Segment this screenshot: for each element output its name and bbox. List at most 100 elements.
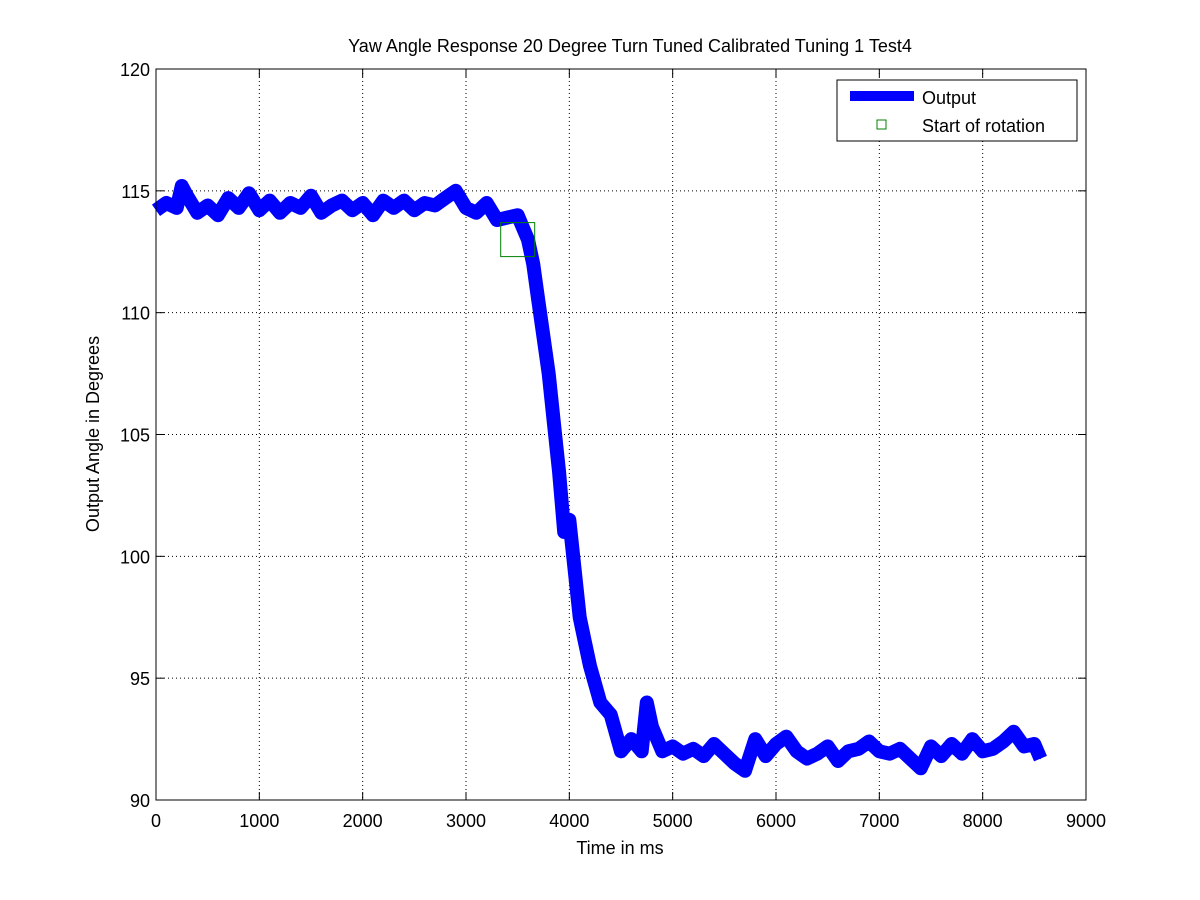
series-layer [151, 179, 1047, 778]
output-data-point [207, 205, 209, 206]
start-of-rotation-marker [500, 222, 536, 258]
output-data-point [176, 207, 178, 209]
output-data-point [589, 665, 591, 667]
output-data-point [372, 214, 374, 216]
output-data-point [522, 226, 524, 228]
output-data-point [248, 192, 250, 194]
output-data-point [289, 202, 291, 204]
legend: Output Start of rotation [836, 79, 1078, 142]
output-data-point [186, 195, 188, 197]
ticks: 0 1000 2000 3000 4000 5000 6000 7000 8000 9000 90 9… [120, 60, 1106, 831]
output-data-point [610, 714, 612, 716]
y-tick-label: 120 [120, 60, 150, 80]
x-axis-label: Time in ms [576, 838, 663, 858]
output-data-point [734, 763, 736, 764]
output-data-point [599, 702, 601, 703]
output-data-point [672, 745, 674, 747]
x-tick-label: 6000 [756, 811, 796, 831]
output-data-point [196, 212, 198, 214]
output-data-point [1033, 743, 1035, 745]
output-data-point [940, 755, 942, 757]
output-data-point [992, 748, 994, 750]
output-data-point [579, 616, 581, 618]
output-data-point [703, 755, 705, 757]
output-data-point [806, 758, 808, 760]
output-data-point [300, 207, 302, 209]
output-data-point [692, 748, 694, 750]
output-data-point [878, 750, 880, 752]
output-data-point [465, 207, 467, 209]
y-tick-label: 90 [130, 791, 150, 811]
output-data-point [858, 748, 860, 750]
output-data-point [227, 197, 229, 199]
output-data-point [1040, 758, 1041, 760]
x-tick-label: 3000 [446, 811, 486, 831]
output-data-point [641, 750, 643, 752]
output-data-point [754, 738, 756, 740]
output-data-point [331, 205, 333, 206]
x-tick-label: 7000 [859, 811, 899, 831]
legend-start-label: Start of rotation [922, 116, 1045, 136]
y-tick-label: 110 [121, 304, 150, 324]
output-data-point [827, 745, 829, 747]
output-data-point [553, 421, 555, 423]
x-tick-label: 8000 [963, 811, 1003, 831]
output-data-point [341, 200, 343, 202]
output-data-point [382, 200, 384, 202]
output-data-point [1023, 745, 1025, 747]
output-data-point [238, 207, 240, 209]
output-data-point [269, 200, 271, 202]
output-data-point [181, 185, 183, 187]
output-data-point [868, 741, 870, 742]
y-tick-label: 100 [120, 547, 150, 567]
output-data-point [217, 214, 219, 216]
output-data-point [455, 190, 457, 192]
output-data-point [930, 745, 932, 747]
output-data-point [899, 748, 901, 750]
x-tick-label: 2000 [343, 811, 383, 831]
chart-title: Yaw Angle Response 20 Degree Turn Tuned … [348, 36, 912, 56]
output-data-point [961, 753, 963, 755]
output-data-point [279, 212, 281, 214]
x-tick-label: 4000 [549, 811, 589, 831]
output-data-point [630, 738, 632, 740]
output-data-point [424, 202, 426, 204]
output-data-point [1002, 741, 1004, 742]
output-data-point [889, 753, 891, 755]
output-data-point [434, 205, 436, 206]
output-data-point [563, 531, 565, 533]
y-axis-label: Output Angle in Degrees [83, 336, 103, 532]
y-tick-label: 95 [130, 669, 150, 689]
output-data-point [713, 743, 715, 745]
output-data-point [351, 209, 353, 211]
output-data-point [543, 336, 544, 338]
y-tick-label: 105 [120, 426, 150, 446]
output-data-point [785, 736, 787, 738]
output-data-point [796, 750, 798, 752]
output-data-point [517, 214, 519, 216]
output-data-point [475, 212, 477, 214]
grid [156, 69, 1086, 800]
series-output-line [151, 179, 1047, 778]
legend-box [836, 79, 1078, 142]
output-data-point [496, 219, 498, 221]
output-data-point [558, 470, 560, 472]
output-data-point [393, 207, 395, 209]
output-data-point [403, 200, 405, 202]
x-tick-label: 9000 [1066, 811, 1106, 831]
output-data-point [620, 750, 622, 752]
output-data-point [744, 770, 746, 772]
output-data-point [532, 263, 534, 265]
x-tick-label: 1000 [239, 811, 279, 831]
legend-output-label: Output [922, 88, 976, 108]
output-data-point [527, 239, 529, 241]
output-data-point [765, 755, 767, 757]
output-data-point [775, 743, 777, 745]
output-data-point [651, 726, 653, 728]
output-data-point [816, 753, 818, 755]
output-data-point [971, 738, 973, 740]
output-data-point [548, 373, 550, 375]
output-data-point [723, 753, 725, 755]
output-data-point [584, 641, 586, 643]
